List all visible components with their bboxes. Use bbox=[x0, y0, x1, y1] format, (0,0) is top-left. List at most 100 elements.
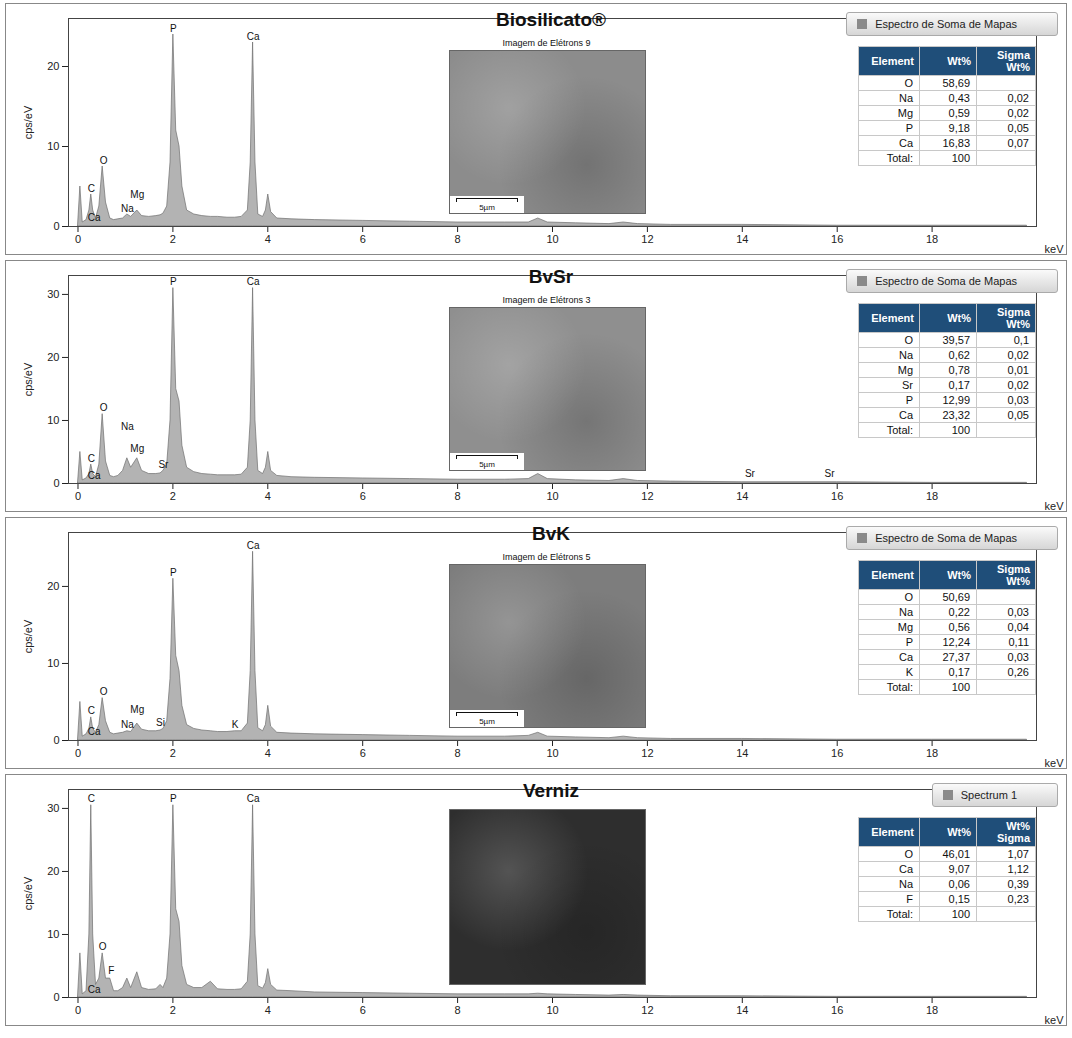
svg-text:keV: keV bbox=[1045, 243, 1065, 255]
svg-text:O: O bbox=[100, 402, 108, 413]
svg-text:6: 6 bbox=[360, 233, 366, 245]
svg-text:O: O bbox=[100, 686, 108, 697]
svg-text:20: 20 bbox=[47, 580, 59, 592]
svg-text:12: 12 bbox=[641, 747, 653, 759]
svg-text:4: 4 bbox=[265, 747, 271, 759]
html-text:Wt% Sigma: Wt% Sigma bbox=[997, 820, 1030, 844]
svg-text:keV: keV bbox=[1045, 500, 1065, 512]
svg-text:20: 20 bbox=[47, 351, 59, 363]
svg-text:Ca: Ca bbox=[88, 212, 101, 223]
svg-text:Ca: Ca bbox=[88, 470, 101, 481]
svg-text:18: 18 bbox=[926, 233, 938, 245]
html-text:Sigma Wt%: Sigma Wt% bbox=[997, 49, 1030, 73]
svg-text:10: 10 bbox=[546, 490, 558, 502]
svg-text:C: C bbox=[88, 183, 95, 194]
html-text:Sigma Wt%: Sigma Wt% bbox=[997, 306, 1030, 330]
svg-text:2: 2 bbox=[170, 233, 176, 245]
svg-text:18: 18 bbox=[926, 1004, 938, 1016]
svg-text:0: 0 bbox=[75, 1004, 81, 1016]
svg-text:C: C bbox=[88, 793, 95, 804]
svg-text:K: K bbox=[232, 719, 239, 730]
svg-text:14: 14 bbox=[736, 1004, 748, 1016]
svg-text:2: 2 bbox=[170, 1004, 176, 1016]
svg-text:C: C bbox=[88, 705, 95, 716]
svg-text:12: 12 bbox=[641, 490, 653, 502]
svg-text:Si: Si bbox=[156, 717, 165, 728]
svg-text:P: P bbox=[170, 793, 177, 804]
svg-text:6: 6 bbox=[360, 1004, 366, 1016]
svg-text:0: 0 bbox=[53, 991, 59, 1003]
html-text:Sigma Wt%: Sigma Wt% bbox=[997, 563, 1030, 587]
svg-text:Sr: Sr bbox=[825, 468, 836, 479]
svg-text:10: 10 bbox=[546, 747, 558, 759]
svg-text:keV: keV bbox=[1045, 1014, 1065, 1026]
svg-text:0: 0 bbox=[75, 747, 81, 759]
svg-text:Ca: Ca bbox=[247, 276, 260, 287]
svg-text:14: 14 bbox=[736, 233, 748, 245]
svg-text:Ca: Ca bbox=[88, 984, 101, 995]
svg-text:12: 12 bbox=[641, 1004, 653, 1016]
svg-text:0: 0 bbox=[75, 233, 81, 245]
svg-text:14: 14 bbox=[736, 490, 748, 502]
svg-text:keV: keV bbox=[1045, 757, 1065, 769]
svg-text:Sr: Sr bbox=[745, 468, 756, 479]
svg-text:18: 18 bbox=[926, 490, 938, 502]
svg-text:0: 0 bbox=[53, 734, 59, 746]
svg-text:Ca: Ca bbox=[247, 31, 260, 42]
svg-text:Na: Na bbox=[121, 421, 134, 432]
svg-text:2: 2 bbox=[170, 490, 176, 502]
svg-text:30: 30 bbox=[47, 802, 59, 814]
svg-text:4: 4 bbox=[265, 490, 271, 502]
svg-text:Mg: Mg bbox=[130, 443, 144, 454]
svg-text:10: 10 bbox=[546, 233, 558, 245]
svg-text:Ca: Ca bbox=[247, 540, 260, 551]
svg-text:cps/eV: cps/eV bbox=[22, 362, 34, 396]
svg-text:Mg: Mg bbox=[130, 189, 144, 200]
svg-text:10: 10 bbox=[47, 928, 59, 940]
svg-text:12: 12 bbox=[641, 233, 653, 245]
svg-text:Ca: Ca bbox=[247, 793, 260, 804]
html-text:BvSr: BvSr bbox=[528, 266, 574, 287]
svg-text:20: 20 bbox=[47, 60, 59, 72]
svg-text:16: 16 bbox=[831, 233, 843, 245]
svg-text:P: P bbox=[170, 23, 177, 34]
svg-text:8: 8 bbox=[455, 233, 461, 245]
svg-text:Ca: Ca bbox=[88, 726, 101, 737]
svg-text:8: 8 bbox=[455, 747, 461, 759]
svg-text:P: P bbox=[170, 276, 177, 287]
html-text:Biosilicato®: Biosilicato® bbox=[496, 9, 606, 30]
svg-text:8: 8 bbox=[455, 1004, 461, 1016]
svg-text:16: 16 bbox=[831, 747, 843, 759]
svg-text:8: 8 bbox=[455, 490, 461, 502]
svg-text:10: 10 bbox=[47, 657, 59, 669]
svg-text:20: 20 bbox=[47, 865, 59, 877]
svg-text:10: 10 bbox=[47, 414, 59, 426]
svg-text:O: O bbox=[99, 941, 107, 952]
svg-text:4: 4 bbox=[265, 233, 271, 245]
svg-text:0: 0 bbox=[53, 477, 59, 489]
svg-text:18: 18 bbox=[926, 747, 938, 759]
svg-text:Mg: Mg bbox=[130, 704, 144, 715]
svg-text:cps/eV: cps/eV bbox=[22, 876, 34, 910]
svg-text:cps/eV: cps/eV bbox=[22, 619, 34, 653]
svg-text:14: 14 bbox=[736, 747, 748, 759]
svg-text:O: O bbox=[100, 155, 108, 166]
svg-text:F: F bbox=[108, 965, 114, 976]
svg-text:0: 0 bbox=[75, 490, 81, 502]
svg-text:C: C bbox=[88, 453, 95, 464]
svg-text:P: P bbox=[170, 567, 177, 578]
svg-text:6: 6 bbox=[360, 747, 366, 759]
svg-text:16: 16 bbox=[831, 1004, 843, 1016]
svg-text:16: 16 bbox=[831, 490, 843, 502]
svg-text:Sr: Sr bbox=[158, 459, 169, 470]
svg-text:2: 2 bbox=[170, 747, 176, 759]
svg-text:10: 10 bbox=[47, 140, 59, 152]
svg-text:Na: Na bbox=[121, 203, 134, 214]
svg-text:cps/eV: cps/eV bbox=[22, 105, 34, 139]
svg-text:6: 6 bbox=[360, 490, 366, 502]
svg-text:30: 30 bbox=[47, 288, 59, 300]
svg-text:0: 0 bbox=[53, 220, 59, 232]
svg-text:4: 4 bbox=[265, 1004, 271, 1016]
svg-text:Na: Na bbox=[121, 719, 134, 730]
svg-text:10: 10 bbox=[546, 1004, 558, 1016]
